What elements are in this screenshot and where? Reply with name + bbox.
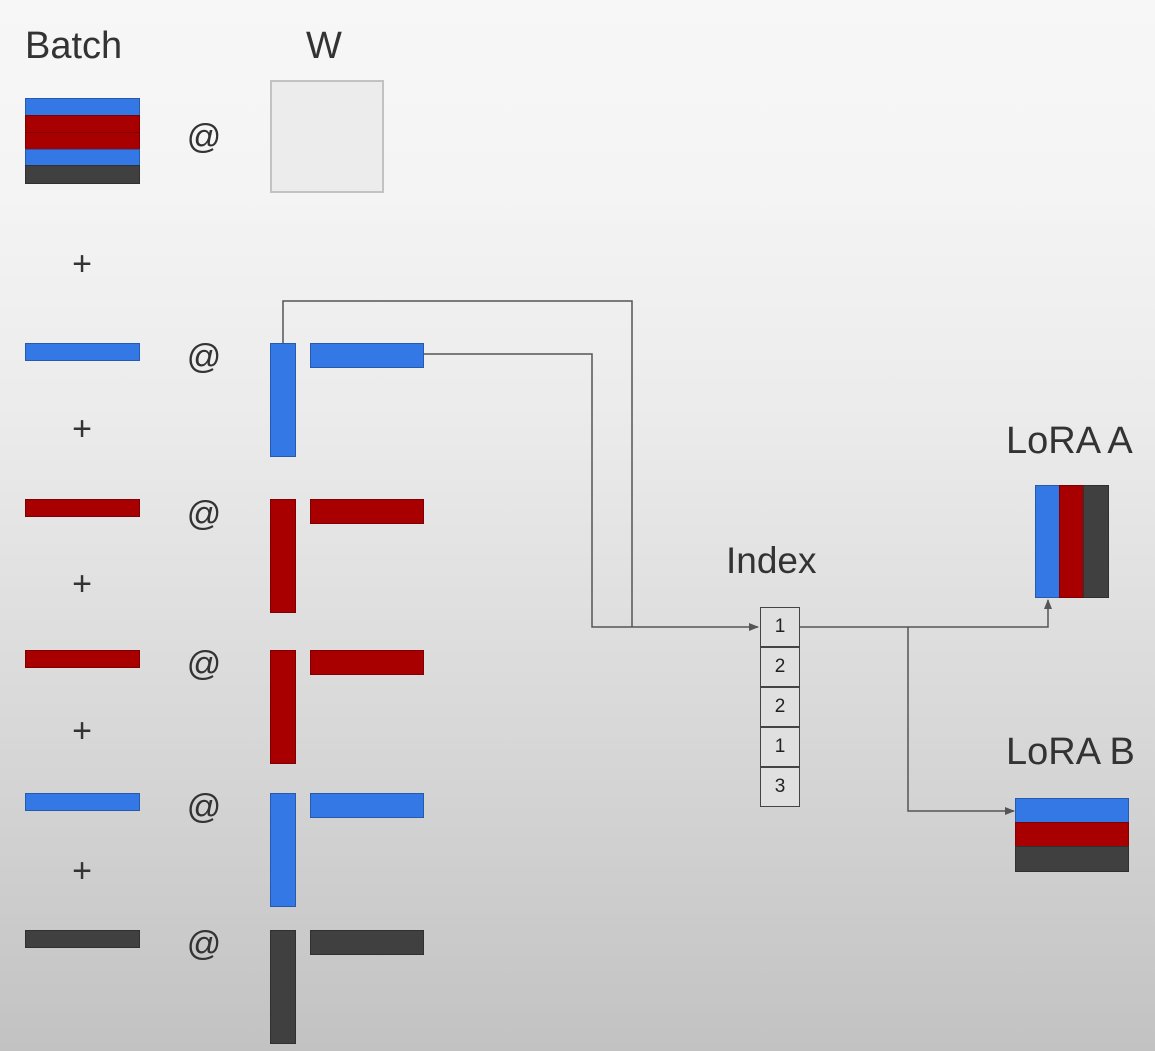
lora-b-row-a — [1015, 798, 1129, 823]
batch-row-5 — [25, 165, 140, 184]
lora-b-row-2 — [310, 499, 424, 524]
lora-a-column-2 — [270, 499, 296, 613]
plus-operator: + — [72, 852, 92, 890]
lora-a-col-3 — [1083, 485, 1109, 598]
plus-operator: + — [72, 565, 92, 603]
lora-b-row-5 — [310, 930, 424, 955]
matmul-operator: @ — [186, 495, 222, 533]
batch-vector-1 — [25, 343, 140, 361]
w-matrix — [270, 80, 384, 193]
lora-b-row-b — [1015, 822, 1129, 847]
lora-b-row-4 — [310, 793, 424, 818]
matmul-operator: @ — [186, 118, 222, 156]
lora-b-matrix — [1015, 798, 1129, 872]
batch-title: Batch — [25, 25, 123, 67]
lora-a-matrix — [1035, 485, 1109, 598]
batch-vector-2 — [25, 499, 140, 517]
batch-vector-4 — [25, 793, 140, 811]
wire-index-to-lora-b — [907, 627, 1015, 815]
index-cell-5: 3 — [760, 767, 800, 807]
lora-a-column-3 — [270, 650, 296, 764]
lora-b-row-c — [1015, 846, 1129, 872]
lora-b-row-3 — [310, 650, 424, 675]
batch-matrix — [25, 98, 140, 184]
lora-b-row-1 — [310, 343, 424, 368]
plus-operator: + — [72, 410, 92, 448]
matmul-operator: @ — [186, 788, 222, 826]
index-cell-4: 1 — [760, 727, 800, 767]
index-cell-1: 1 — [760, 607, 800, 647]
index-array: 1 2 2 1 3 — [760, 607, 800, 807]
index-cell-3: 2 — [760, 687, 800, 727]
lora-b-title: LoRA B — [1006, 731, 1135, 773]
lora-a-column-5 — [270, 930, 296, 1044]
w-title: W — [306, 25, 342, 67]
plus-operator: + — [72, 245, 92, 283]
wire-index-to-lora-a — [800, 599, 1052, 628]
lora-a-column-1 — [270, 343, 296, 457]
matmul-operator: @ — [186, 925, 222, 963]
wire-a-to-index — [282, 300, 633, 627]
batch-vector-5 — [25, 930, 140, 948]
batch-vector-3 — [25, 650, 140, 668]
plus-operator: + — [72, 712, 92, 750]
matmul-operator: @ — [186, 645, 222, 683]
index-title: Index — [726, 540, 817, 581]
index-cell-2: 2 — [760, 647, 800, 687]
lora-a-col-2 — [1059, 485, 1084, 598]
wire-b-to-index — [424, 353, 759, 631]
lora-a-title: LoRA A — [1006, 420, 1133, 462]
lora-a-col-1 — [1035, 485, 1060, 598]
matmul-operator: @ — [186, 338, 222, 376]
lora-a-column-4 — [270, 793, 296, 907]
